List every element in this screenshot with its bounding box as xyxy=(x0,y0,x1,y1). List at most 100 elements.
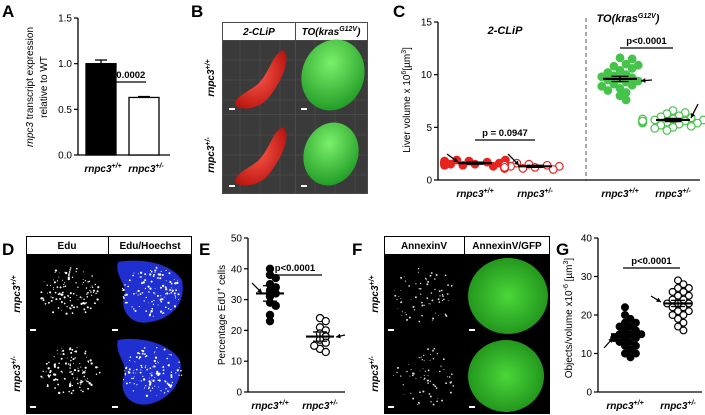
chart-c-ytick-label: 5 xyxy=(426,123,432,134)
micrograph-speckle xyxy=(125,367,128,370)
micrograph-speckle xyxy=(132,377,135,380)
micrograph-speckle xyxy=(123,379,125,381)
micrograph-speckle xyxy=(50,299,53,302)
micrograph-speckle xyxy=(90,291,92,293)
chart-e-ytick-label: 50 xyxy=(231,234,243,245)
micrograph-speckle xyxy=(152,303,155,306)
micrograph-speckle xyxy=(57,366,60,369)
micrograph-speckle xyxy=(449,391,452,394)
micrograph-speckle xyxy=(121,290,123,291)
micrograph-speckle xyxy=(52,373,56,376)
micrograph-speckle xyxy=(156,267,158,269)
micrograph-speckle xyxy=(129,381,131,384)
micrograph-speckle xyxy=(423,375,425,376)
micrograph-speckle xyxy=(70,392,73,395)
micrograph-speckle xyxy=(50,296,52,298)
micrograph-speckle xyxy=(123,297,125,299)
micrograph-speckle xyxy=(62,353,65,356)
chart-e-point xyxy=(321,347,330,357)
micrograph-speckle xyxy=(139,271,143,274)
chart-e-arrow-head xyxy=(336,333,341,339)
micrograph-speckle xyxy=(147,285,150,288)
micrograph-speckle xyxy=(54,365,56,367)
micrograph-annexin-gfp-het xyxy=(468,340,544,412)
micrograph-speckle xyxy=(427,348,430,351)
micrograph-speckle xyxy=(421,359,423,361)
chart-c-ytick-label: 10 xyxy=(421,70,433,81)
micrograph-speckle xyxy=(158,379,161,382)
micrograph-speckle xyxy=(68,390,70,393)
micrograph-speckle xyxy=(423,377,426,380)
micrograph-speckle xyxy=(394,290,395,291)
micrograph-speckle xyxy=(77,286,79,289)
micrograph-speckle xyxy=(404,280,407,282)
micrograph-speckle xyxy=(159,277,162,280)
chart-c-point xyxy=(548,165,558,174)
micrograph-speckle xyxy=(46,384,49,386)
micrograph-speckle xyxy=(93,292,95,293)
micrograph-speckle xyxy=(125,382,128,385)
panel-letter-c: C xyxy=(393,2,405,21)
micrograph-speckle xyxy=(441,399,444,402)
micrograph-speckle xyxy=(438,315,439,316)
micrograph-speckle xyxy=(59,286,62,289)
micrograph-speckle xyxy=(90,362,93,365)
micrograph-speckle xyxy=(150,270,153,273)
micrograph-speckle xyxy=(133,376,135,378)
micrograph-speckle xyxy=(94,283,97,286)
micrograph-speckle xyxy=(122,288,125,292)
micrograph-speckle xyxy=(52,287,55,289)
micrograph-speckle xyxy=(143,387,146,389)
panel-letter-g: G xyxy=(556,240,569,259)
micrograph-speckle xyxy=(426,379,429,382)
micrograph-speckle xyxy=(435,274,438,276)
chart-g-point xyxy=(673,314,682,323)
chart-g-point xyxy=(679,318,688,327)
micrograph-speckle xyxy=(400,298,402,299)
micrograph-speckle xyxy=(152,365,154,367)
panel-d-row-label-wt: rnpc3+/+ xyxy=(11,275,23,312)
micrograph-speckle xyxy=(175,372,177,374)
micrograph-speckle xyxy=(133,308,135,310)
micrograph-speckle xyxy=(430,292,433,294)
micrograph-speckle xyxy=(58,391,61,395)
micrograph-speckle xyxy=(145,394,149,397)
micrograph-speckle xyxy=(87,360,90,363)
micrograph-speckle xyxy=(71,276,74,278)
micrograph-speckle xyxy=(131,306,133,308)
micrograph-speckle xyxy=(142,378,146,381)
micrograph-speckle xyxy=(153,359,156,363)
chart-g-point xyxy=(620,303,629,312)
panel-d-row-label-het: rnpc3+/- xyxy=(11,356,23,392)
micrograph-speckle xyxy=(54,378,57,381)
micrograph-speckle xyxy=(148,383,152,386)
micrograph-speckle xyxy=(96,290,99,293)
micrograph-speckle xyxy=(153,299,155,302)
micrograph-speckle xyxy=(419,282,422,284)
chart-g-point xyxy=(620,318,629,327)
micrograph-speckle xyxy=(49,284,52,287)
micrograph-speckle xyxy=(164,306,167,309)
micrograph-speckle xyxy=(177,293,180,296)
micrograph-speckle xyxy=(140,282,144,285)
chart-g-point xyxy=(673,284,682,293)
micrograph-speckle xyxy=(428,303,430,305)
micrograph-speckle xyxy=(396,298,398,301)
chart-g-point xyxy=(679,326,688,335)
micrograph-speckle xyxy=(44,302,47,305)
micrograph-speckle xyxy=(72,312,74,315)
micrograph-speckle xyxy=(155,269,157,271)
micrograph-speckle xyxy=(443,358,445,361)
micrograph-speckle xyxy=(69,292,72,295)
micrograph-speckle xyxy=(47,367,50,370)
chart-a-bar xyxy=(128,96,160,156)
micrograph-speckle xyxy=(423,379,425,381)
micrograph-speckle xyxy=(165,280,167,282)
panel-b-grid: 2-CLiP TO(krasG12V) rnpc3+/+ rnpc3+/- xyxy=(205,22,368,194)
micrograph-speckle xyxy=(411,374,414,377)
micrograph-speckle xyxy=(420,394,422,396)
micrograph-speckle xyxy=(86,380,88,382)
micrograph-speckle xyxy=(63,377,66,380)
chart-g-ytick-label: 0 xyxy=(586,388,592,399)
